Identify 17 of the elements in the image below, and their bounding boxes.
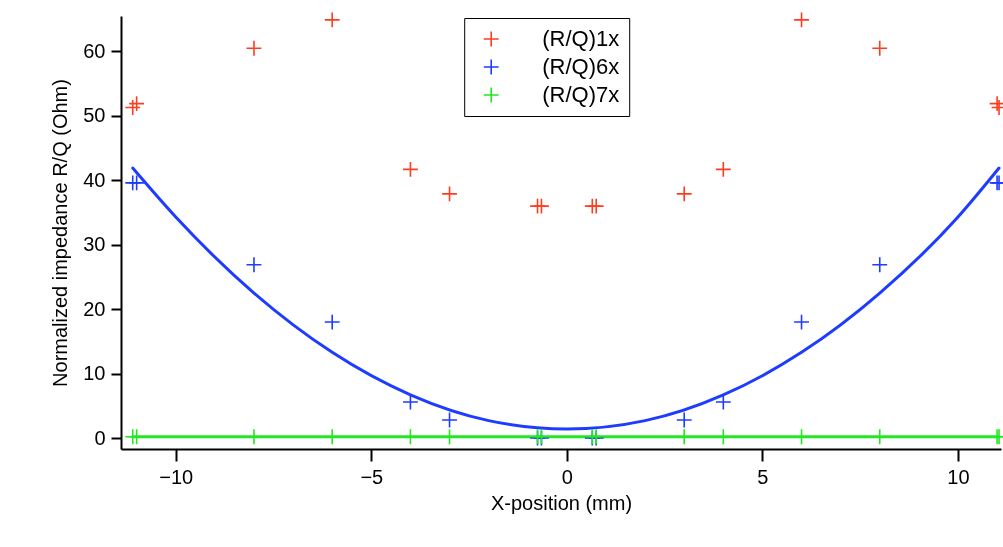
y-tick-label: 30 [83, 233, 106, 256]
legend-label: (R/Q)7x [542, 82, 620, 107]
x-axis-title: X-position (mm) [490, 491, 633, 514]
x-tick-label: 10 [947, 465, 970, 488]
y-axis-title: Normalized impedance R/Q (Ohm) [49, 79, 72, 387]
legend-label: (R/Q)6x [542, 54, 620, 79]
y-tick-label: 10 [83, 362, 106, 385]
x-tick-label: −5 [360, 465, 384, 488]
y-tick-label: 20 [83, 297, 106, 320]
y-tick-label: 0 [94, 426, 106, 449]
legend-label: (R/Q)1x [542, 26, 620, 51]
y-tick-label: 60 [83, 39, 106, 62]
x-tick-label: 5 [757, 465, 769, 488]
y-tick-label: 50 [83, 104, 106, 127]
x-tick-label: 0 [561, 465, 573, 488]
x-tick-label: −10 [159, 465, 194, 488]
y-tick-label: 40 [83, 168, 106, 191]
